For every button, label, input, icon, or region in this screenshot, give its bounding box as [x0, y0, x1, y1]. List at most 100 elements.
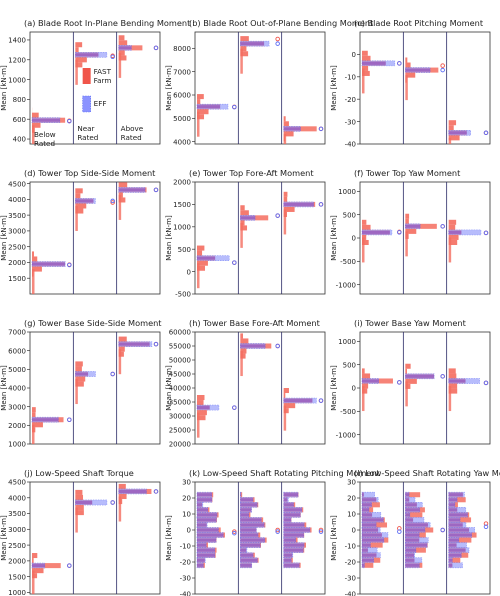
- y-tick-label: 3000: [8, 228, 26, 236]
- overlap-bar: [283, 553, 293, 557]
- y-tick-label: 50000: [169, 357, 191, 365]
- y-tick-label: 35000: [169, 399, 191, 407]
- y-tick-label: -1000: [336, 431, 356, 439]
- y-tick-label: 2500: [8, 542, 26, 550]
- overlap-bar: [362, 523, 377, 527]
- fast-tail: [32, 269, 35, 294]
- eff-mean-marker: [318, 529, 324, 534]
- y-tick-label: -30: [180, 575, 191, 583]
- overlap-bar: [283, 493, 299, 497]
- fast-bar: [405, 492, 421, 498]
- plot-frame: [359, 481, 491, 595]
- fast-bar: [283, 388, 289, 394]
- fast-bar: [118, 351, 124, 357]
- overlap-bar: [283, 518, 292, 522]
- overlap-bar: [197, 533, 224, 537]
- fast-bar: [362, 224, 371, 230]
- overlap-bar: [197, 528, 219, 532]
- plot-frame: [29, 331, 161, 445]
- fast-bar: [240, 51, 249, 57]
- panel-g: (g) Tower Base Side-Side Moment 1000 2000 3…: [0, 318, 162, 449]
- panel-i: (i) Tower Base Yaw Moment -1000 -500 0 500 10…: [330, 318, 491, 445]
- legend-swatch-fast: [82, 68, 91, 84]
- fast-bar: [118, 336, 127, 342]
- fast-bar: [118, 493, 127, 500]
- fast-bar: [197, 410, 207, 416]
- overlap-bar: [405, 224, 421, 228]
- fast-bar: [448, 239, 458, 245]
- y-tick-label: 0: [187, 527, 191, 535]
- fast-tail: [283, 405, 287, 431]
- overlap-bar: [448, 533, 472, 537]
- y-axis-label: Mean [kN-m]: [330, 515, 338, 561]
- overlap-bar: [240, 518, 262, 522]
- fast-bar: [197, 260, 208, 266]
- fast-bar: [197, 250, 203, 256]
- overlap-bar: [197, 513, 218, 517]
- eff-mean-marker: [397, 230, 402, 235]
- y-tick-label: 4500: [8, 479, 26, 487]
- fast-bar: [75, 42, 83, 48]
- y-tick-label: 3500: [8, 212, 26, 220]
- eff-mean-marker: [153, 489, 159, 494]
- fast-bar: [197, 109, 209, 115]
- y-tick-label: -30: [345, 118, 356, 126]
- y-tick-label: 20: [182, 495, 191, 503]
- eff-mean-marker: [275, 213, 280, 218]
- overlap-bar: [362, 379, 379, 383]
- y-tick-label: -500: [340, 258, 356, 266]
- eff-mean-marker: [483, 130, 489, 136]
- fast-bar: [32, 266, 42, 272]
- fast-bar: [405, 378, 417, 384]
- overlap-bar: [197, 548, 215, 552]
- fast-bar: [118, 50, 125, 56]
- fast-bar: [197, 265, 205, 271]
- fast-bar: [405, 383, 411, 389]
- panel-d: (d) Tower Top Side-Side Moment 1500 2000 25…: [0, 168, 161, 295]
- y-tick-label: -1000: [336, 281, 356, 289]
- condition-label: Near: [77, 124, 94, 133]
- fast-tail: [32, 125, 35, 144]
- panel-h: (h) Tower Base Fore-Aft Moment 20000 25000…: [165, 318, 326, 449]
- fast-bar: [240, 333, 244, 339]
- overlap-bar: [283, 528, 310, 532]
- overlap-bar: [240, 538, 265, 542]
- y-tick-label: 1000: [8, 589, 26, 596]
- eff-bar: [448, 229, 482, 236]
- eff-mean-marker: [232, 530, 237, 536]
- y-tick-label: 7000: [173, 68, 191, 76]
- y-tick-label: 0: [187, 268, 191, 276]
- overlap-bar: [283, 543, 305, 547]
- plot-frame: [194, 481, 326, 595]
- panel-f: (f) Tower Top Yaw Moment -1000 -500 0 500 100…: [330, 168, 491, 295]
- overlap-bar: [448, 230, 462, 234]
- overlap-bar: [362, 230, 390, 234]
- eff-mean-marker: [275, 529, 280, 534]
- overlap-bar: [448, 543, 457, 547]
- overlap-bar: [405, 543, 428, 547]
- fast-tail: [362, 386, 365, 412]
- legend-label-eff: EFF: [94, 99, 107, 108]
- overlap-bar: [362, 528, 379, 532]
- fast-bar: [362, 50, 368, 56]
- overlap-bar: [240, 558, 258, 562]
- y-tick-label: 30000: [169, 413, 191, 421]
- fast-bar: [362, 368, 365, 374]
- fast-bar: [362, 373, 371, 379]
- overlap-bar: [240, 548, 247, 552]
- fast-bar: [32, 251, 34, 257]
- legend-swatch-eff: [82, 95, 91, 113]
- fast-bar: [240, 46, 247, 52]
- y-tick-label: 10: [182, 511, 191, 519]
- y-tick-label: 600: [13, 116, 26, 124]
- overlap-bar: [448, 553, 462, 557]
- fast-bar: [75, 57, 87, 63]
- fast-bar: [32, 558, 34, 564]
- fast-bar: [32, 568, 44, 574]
- fast-bar: [75, 193, 81, 199]
- fast-bar: [75, 203, 87, 209]
- overlap-bar: [197, 503, 203, 507]
- fast-bar: [448, 125, 454, 131]
- overlap-bar: [197, 493, 212, 497]
- fast-bar: [283, 393, 286, 399]
